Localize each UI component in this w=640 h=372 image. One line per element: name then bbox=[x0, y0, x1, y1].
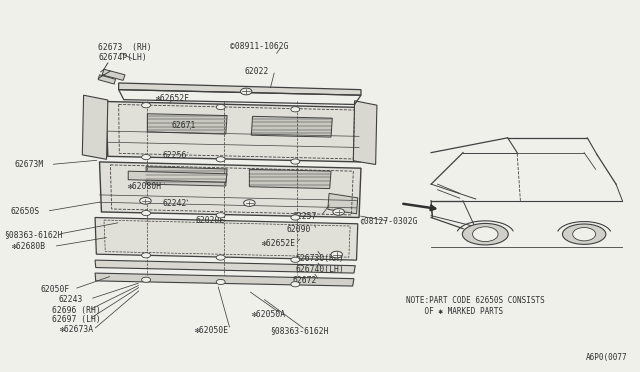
Polygon shape bbox=[100, 162, 361, 218]
Text: ❇62050A: ❇62050A bbox=[252, 310, 285, 319]
Polygon shape bbox=[118, 83, 361, 95]
Circle shape bbox=[241, 88, 252, 95]
Polygon shape bbox=[95, 218, 358, 260]
Circle shape bbox=[331, 251, 342, 258]
Polygon shape bbox=[95, 260, 355, 273]
Text: §08363-6162H: §08363-6162H bbox=[270, 326, 328, 335]
Text: §08363-6162H: §08363-6162H bbox=[4, 230, 62, 239]
Text: 62696 (RH): 62696 (RH) bbox=[52, 306, 100, 315]
Polygon shape bbox=[99, 75, 115, 84]
Circle shape bbox=[244, 200, 255, 206]
Text: A6P0(0077: A6P0(0077 bbox=[586, 353, 628, 362]
Polygon shape bbox=[102, 69, 125, 80]
Circle shape bbox=[291, 282, 300, 287]
Polygon shape bbox=[95, 273, 354, 286]
Circle shape bbox=[216, 213, 225, 218]
Circle shape bbox=[216, 279, 225, 285]
Text: ❇62680B: ❇62680B bbox=[12, 242, 46, 251]
Text: 62697 (LH): 62697 (LH) bbox=[52, 315, 100, 324]
Text: 62020E: 62020E bbox=[195, 216, 225, 225]
Ellipse shape bbox=[563, 224, 606, 244]
Text: ❇62080H: ❇62080H bbox=[128, 182, 163, 190]
Text: ❇62652F: ❇62652F bbox=[156, 94, 190, 103]
Text: 62650S: 62650S bbox=[10, 207, 40, 216]
Circle shape bbox=[140, 198, 151, 204]
Text: ©08911-1062G: ©08911-1062G bbox=[230, 42, 289, 51]
Circle shape bbox=[573, 228, 596, 241]
Circle shape bbox=[141, 253, 150, 258]
Polygon shape bbox=[328, 193, 358, 214]
Circle shape bbox=[216, 105, 225, 110]
Text: OF ✱ MARKED PARTS: OF ✱ MARKED PARTS bbox=[406, 307, 503, 316]
Circle shape bbox=[291, 159, 300, 164]
Polygon shape bbox=[106, 102, 361, 162]
Polygon shape bbox=[146, 167, 227, 186]
Circle shape bbox=[216, 255, 225, 260]
Ellipse shape bbox=[462, 224, 508, 245]
Text: 62671: 62671 bbox=[172, 121, 196, 130]
Text: 626740(LH): 626740(LH) bbox=[295, 265, 344, 274]
Circle shape bbox=[141, 154, 150, 160]
Text: 62672: 62672 bbox=[292, 276, 316, 285]
Text: 62050F: 62050F bbox=[40, 285, 70, 294]
Polygon shape bbox=[83, 95, 108, 159]
Circle shape bbox=[472, 227, 498, 241]
Circle shape bbox=[141, 277, 150, 282]
Text: 626730(RH): 626730(RH) bbox=[295, 254, 344, 263]
Text: ¢08127-0302G: ¢08127-0302G bbox=[359, 217, 417, 226]
Circle shape bbox=[291, 107, 300, 112]
Circle shape bbox=[333, 209, 344, 215]
Text: ❇62673A: ❇62673A bbox=[60, 325, 93, 334]
Polygon shape bbox=[252, 116, 332, 137]
Polygon shape bbox=[353, 101, 377, 164]
Text: 62256: 62256 bbox=[163, 151, 187, 160]
Polygon shape bbox=[250, 169, 331, 189]
Text: ❇62050E: ❇62050E bbox=[195, 326, 229, 335]
Circle shape bbox=[216, 157, 225, 162]
Text: 62673  (RH): 62673 (RH) bbox=[99, 42, 152, 51]
Circle shape bbox=[291, 257, 300, 262]
Circle shape bbox=[291, 215, 300, 220]
Text: 62243: 62243 bbox=[58, 295, 83, 304]
Text: 62257: 62257 bbox=[292, 212, 317, 221]
Polygon shape bbox=[147, 114, 227, 134]
Circle shape bbox=[141, 211, 150, 216]
Polygon shape bbox=[128, 171, 227, 182]
Text: NOTE:PART CODE 62650S CONSISTS: NOTE:PART CODE 62650S CONSISTS bbox=[406, 296, 545, 305]
Text: 62673M: 62673M bbox=[15, 160, 44, 169]
Circle shape bbox=[141, 103, 150, 108]
Text: 62090: 62090 bbox=[286, 225, 311, 234]
Text: 62674P(LH): 62674P(LH) bbox=[99, 52, 147, 61]
Text: 62022: 62022 bbox=[244, 67, 269, 76]
Text: 62242: 62242 bbox=[162, 199, 186, 208]
Text: ❇62652E: ❇62652E bbox=[262, 239, 296, 248]
